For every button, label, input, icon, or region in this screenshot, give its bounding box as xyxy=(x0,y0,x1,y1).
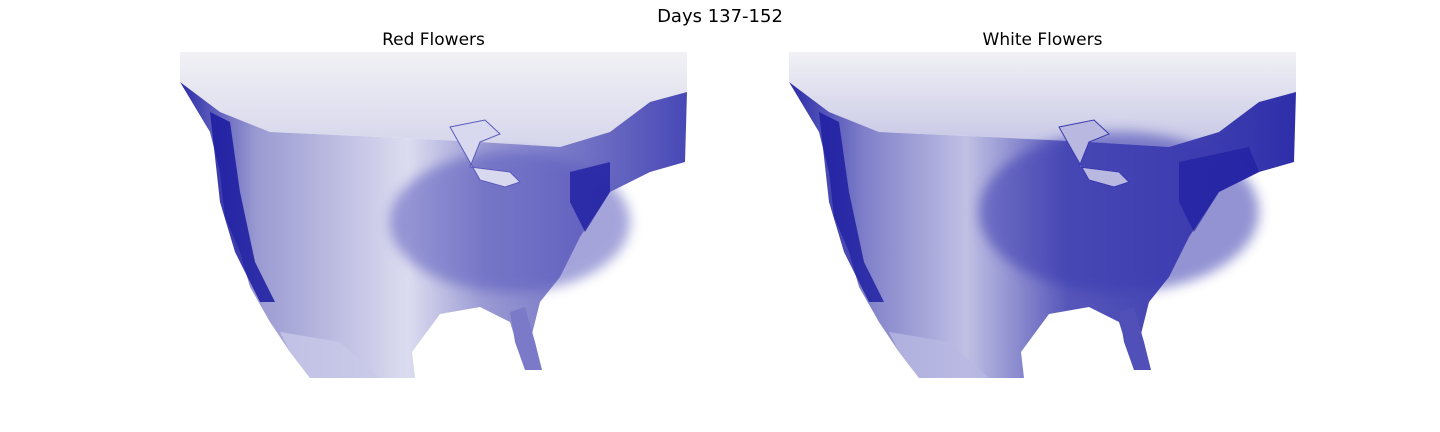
panel-title-red-flowers: Red Flowers xyxy=(180,30,687,50)
florida xyxy=(510,307,542,370)
panel-title-white-flowers: White Flowers xyxy=(789,30,1296,50)
florida xyxy=(1119,307,1151,370)
red-flowers-map xyxy=(180,52,687,378)
white-flowers-map xyxy=(789,52,1296,378)
figure-title: Days 137-152 xyxy=(0,6,1440,27)
